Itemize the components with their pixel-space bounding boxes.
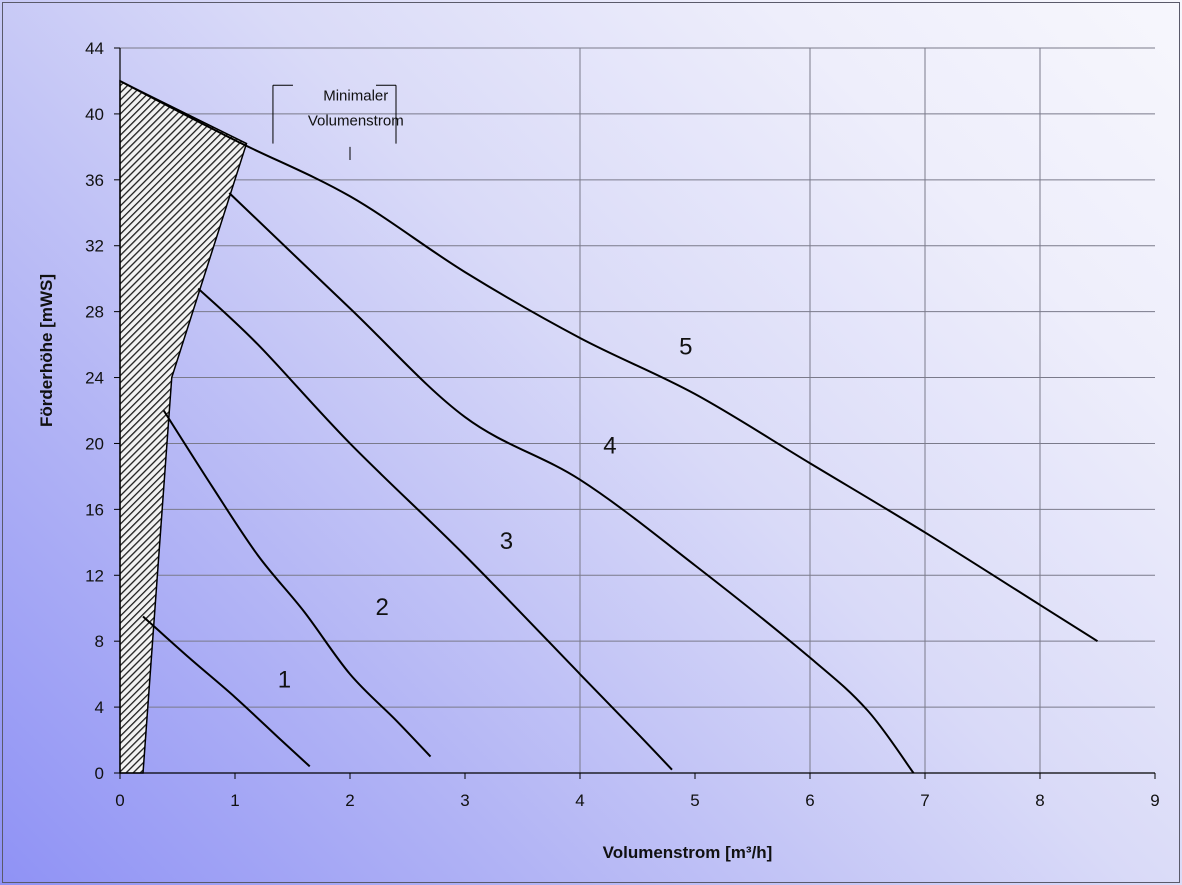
y-tick-label-3: 12	[85, 566, 104, 585]
x-tick-label-4: 4	[575, 791, 584, 810]
x-tick-label-1: 1	[230, 791, 239, 810]
series-line-1	[142, 615, 311, 768]
series-line-2	[162, 409, 432, 758]
x-tick-label-7: 7	[920, 791, 929, 810]
y-tick-label-4: 16	[85, 500, 104, 519]
y-tick-label-11: 44	[85, 39, 104, 58]
y-tick-label-5: 20	[85, 434, 104, 453]
y-tick-label-6: 24	[85, 369, 104, 388]
annotation-volumenstrom: Volumenstrom	[308, 112, 404, 129]
x-tick-label-5: 5	[690, 791, 699, 810]
x-tick-label-8: 8	[1035, 791, 1044, 810]
series-line-4	[228, 192, 915, 774]
curve-label-3: 3	[500, 528, 513, 555]
y-tick-label-9: 36	[85, 171, 104, 190]
x-tick-label-3: 3	[460, 791, 469, 810]
x-tick-label-0: 0	[115, 791, 124, 810]
grid-lines	[120, 47, 1155, 773]
hatched-region	[119, 79, 248, 774]
x-tick-label-9: 9	[1150, 791, 1159, 810]
annotations: Minimaler Volumenstrom	[272, 84, 404, 161]
minimal-flow-region	[119, 79, 248, 774]
y-tick-label-1: 4	[95, 698, 104, 717]
annotation-minimaler: Minimaler	[323, 88, 388, 105]
x-tick-label-2: 2	[345, 791, 354, 810]
curve-label-5: 5	[679, 333, 692, 360]
y-tick-label-8: 32	[85, 237, 104, 256]
series-lines	[119, 80, 1099, 774]
y-tick-label-2: 8	[95, 632, 104, 651]
y-tick-label-10: 40	[85, 105, 104, 124]
series-line-3	[197, 287, 673, 771]
series-line-5	[119, 80, 1099, 643]
curve-label-4: 4	[603, 432, 616, 459]
y-tick-label-0: 0	[95, 764, 104, 783]
y-axis-title: Förderhöhe [mWS]	[37, 274, 56, 427]
curve-labels: 1 2 3 4 5	[278, 333, 693, 693]
y-tick-label-7: 28	[85, 303, 104, 322]
axes	[114, 47, 1156, 779]
x-axis-title: Volumenstrom [m³/h]	[603, 843, 773, 862]
x-tick-label-6: 6	[805, 791, 814, 810]
curve-label-1: 1	[278, 666, 291, 693]
curve-label-2: 2	[376, 594, 389, 621]
